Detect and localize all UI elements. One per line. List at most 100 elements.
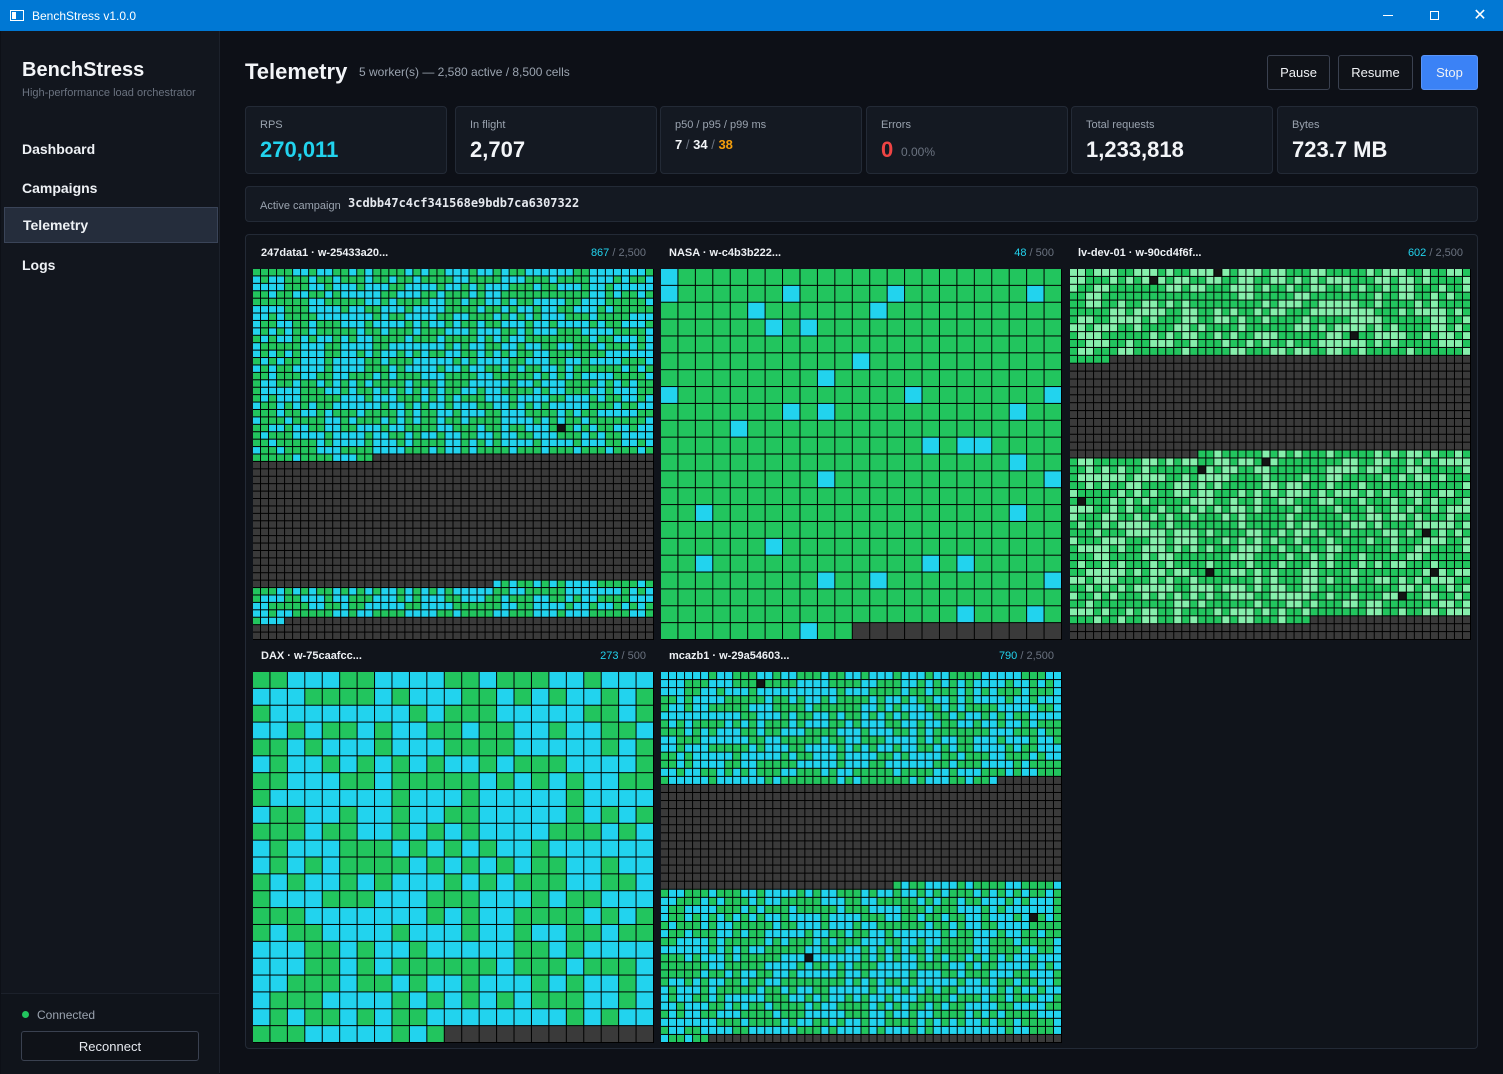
worker-cell	[517, 617, 525, 625]
worker-cell	[341, 439, 349, 447]
worker-cell	[1118, 568, 1126, 576]
worker-cell	[1094, 458, 1102, 466]
worker-cell	[557, 469, 565, 476]
worker-cell	[301, 328, 309, 335]
worker-cell	[1102, 324, 1110, 332]
worker-cell	[629, 276, 637, 283]
worker-cell	[469, 558, 477, 565]
worker-cell	[1174, 482, 1182, 490]
worker-cell	[1174, 340, 1182, 347]
worker-cell	[1262, 561, 1270, 568]
worker-cell	[1390, 426, 1398, 434]
worker-cell	[1454, 316, 1462, 324]
worker-cell	[629, 625, 637, 632]
pause-button[interactable]: Pause	[1267, 55, 1330, 90]
worker-cell	[1374, 340, 1382, 347]
worker-cell	[381, 454, 389, 461]
worker-cell	[1206, 387, 1214, 395]
worker-cell	[1318, 340, 1326, 347]
worker-cell	[1254, 332, 1262, 340]
worker-cell	[1182, 324, 1190, 332]
worker-cell	[1350, 474, 1358, 482]
worker-cell	[1350, 442, 1358, 450]
worker-cell	[453, 417, 461, 424]
worker-cell	[1182, 316, 1190, 324]
sidebar-item-logs[interactable]: Logs	[22, 257, 56, 273]
worker-cell	[285, 313, 293, 320]
worker-cell	[1134, 284, 1142, 292]
reconnect-button[interactable]: Reconnect	[21, 1031, 199, 1061]
worker-cell	[992, 606, 1009, 623]
worker-cell	[1078, 474, 1086, 482]
worker-cell	[645, 521, 653, 528]
worker-cell	[1158, 284, 1166, 292]
close-button[interactable]: ✕	[1457, 0, 1503, 31]
maximize-button[interactable]	[1411, 0, 1457, 31]
worker-cell	[541, 365, 549, 372]
worker-cell	[1190, 497, 1198, 505]
worker-cell	[573, 573, 581, 580]
worker-cell	[1158, 442, 1166, 450]
worker-cell	[1118, 363, 1126, 371]
sidebar-item-campaigns[interactable]: Campaigns	[22, 180, 98, 196]
worker-cell	[413, 610, 421, 617]
worker-cell	[469, 291, 477, 298]
worker-cell	[549, 588, 557, 595]
worker-cell	[1398, 561, 1406, 568]
worker-cell	[277, 350, 285, 358]
worker-cell	[1406, 442, 1414, 450]
worker-cell	[765, 285, 783, 302]
worker-cell	[325, 372, 333, 380]
worker-cell	[695, 302, 713, 319]
worker-cell	[1350, 450, 1358, 458]
worker-cell	[501, 402, 509, 409]
worker-cell	[905, 488, 922, 505]
worker-cell	[1174, 513, 1182, 521]
worker-cell	[1009, 555, 1027, 572]
worker-cell	[469, 343, 477, 350]
worker-cell	[1027, 403, 1044, 420]
worker-cell	[269, 328, 277, 335]
worker-cell	[730, 285, 748, 302]
worker-cell	[1206, 316, 1214, 324]
resume-button[interactable]: Resume	[1338, 55, 1413, 90]
worker-cell	[629, 580, 637, 588]
worker-cell	[1430, 442, 1438, 450]
worker-cell	[1318, 505, 1326, 513]
minimize-button[interactable]	[1365, 0, 1411, 31]
worker-cell	[1262, 300, 1270, 308]
worker-cell	[525, 543, 533, 550]
campaign-id[interactable]: 3cdbb47c4cf341568e9bdb7ca6307322	[348, 196, 580, 210]
stop-button[interactable]: Stop	[1421, 55, 1478, 90]
worker-cell	[309, 343, 317, 350]
worker-cell	[437, 335, 445, 343]
worker-cell	[1102, 269, 1110, 276]
worker-cell	[325, 283, 333, 291]
worker-cell	[437, 506, 445, 513]
worker-cell	[477, 543, 485, 550]
worker-cell	[1286, 316, 1294, 324]
worker-cell	[1438, 521, 1446, 529]
worker-cell	[957, 505, 974, 521]
worker-cell	[429, 432, 437, 439]
worker-cell	[413, 454, 421, 461]
sidebar-item-dashboard[interactable]: Dashboard	[22, 141, 96, 157]
worker-cell	[1086, 418, 1094, 426]
worker-cell	[1174, 269, 1182, 276]
worker-cell	[389, 350, 397, 358]
worker-cell	[1278, 411, 1286, 418]
worker-cell	[1118, 269, 1126, 276]
worker-cell	[1302, 387, 1310, 395]
sidebar-item-telemetry[interactable]: Telemetry	[4, 207, 218, 243]
worker-cell	[1044, 370, 1061, 387]
worker-cell	[453, 550, 461, 558]
worker-cell	[325, 461, 333, 469]
worker-cell	[1294, 521, 1302, 529]
worker-cell	[453, 499, 461, 506]
worker-cell	[922, 521, 939, 538]
worker-cell	[397, 565, 405, 573]
worker-cell	[285, 417, 293, 424]
worker-cell	[477, 610, 485, 617]
worker-cell	[613, 491, 621, 499]
worker-cell	[1310, 332, 1318, 340]
